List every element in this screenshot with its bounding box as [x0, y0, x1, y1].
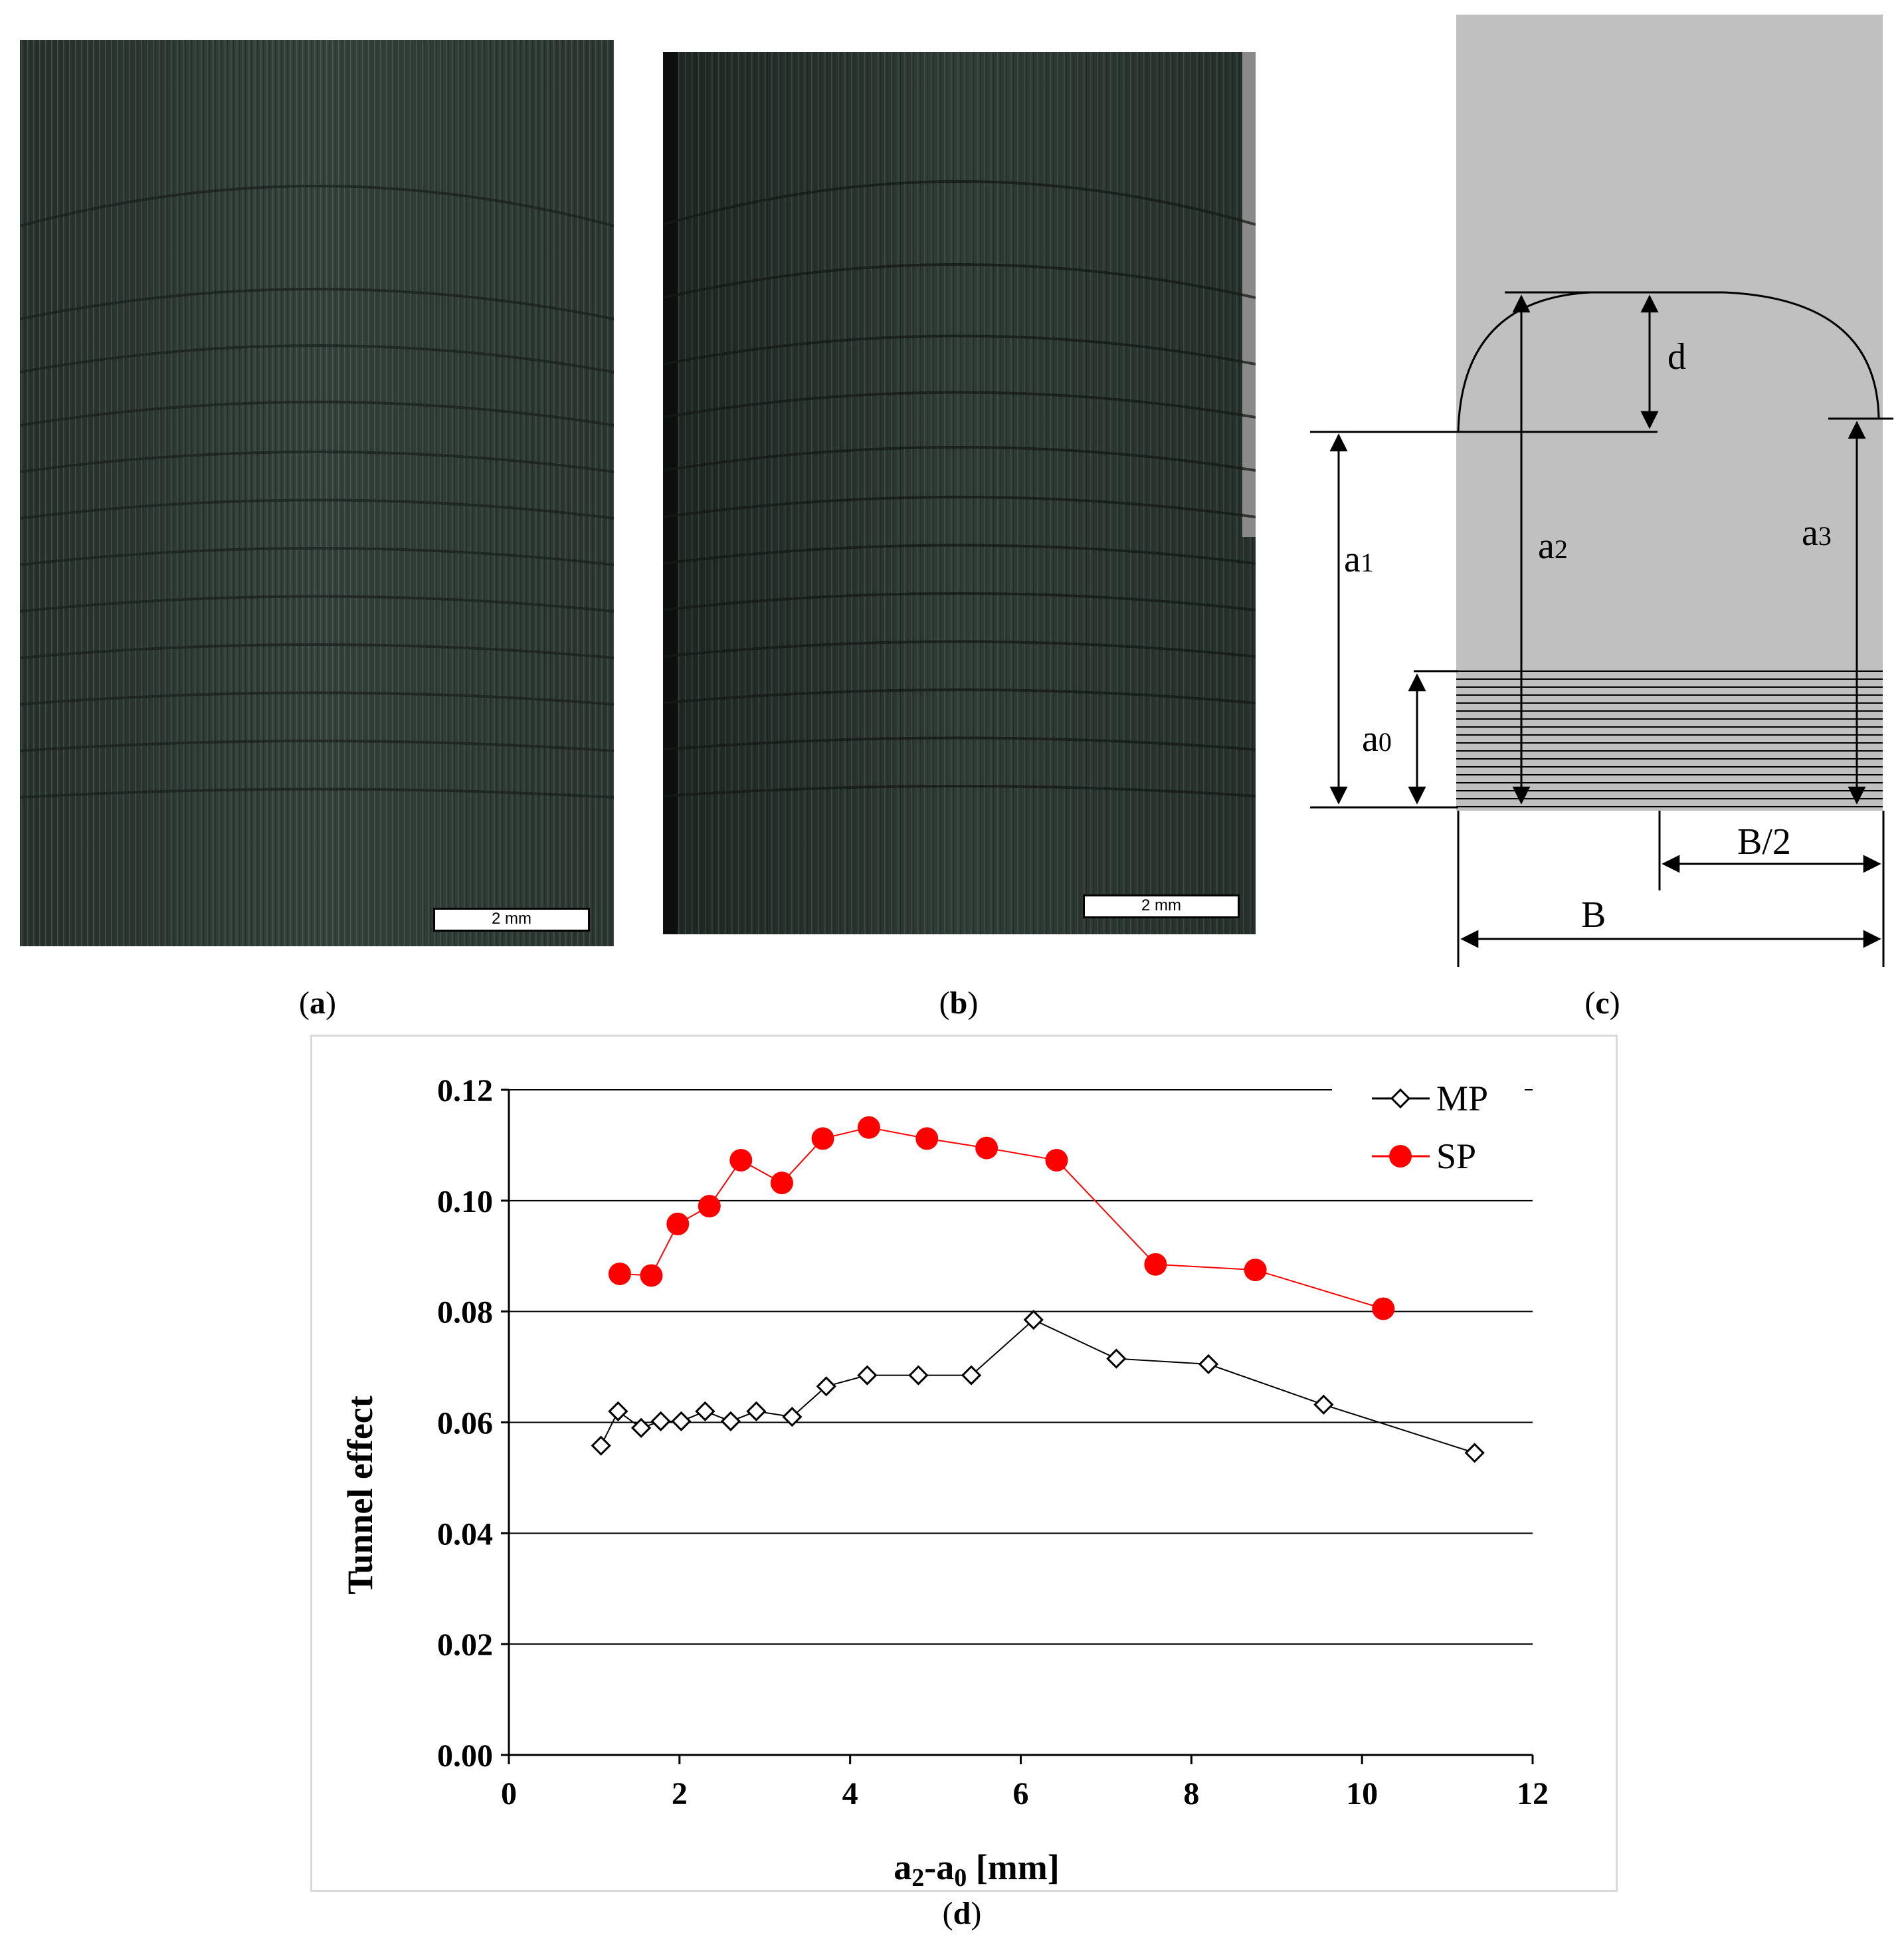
label-a1: a1	[1344, 539, 1374, 580]
micrograph-a-texture	[20, 40, 614, 946]
scale-bar-b: 2 mm	[1083, 894, 1240, 918]
micrograph-b: 2 mm	[663, 52, 1256, 934]
data-point-mp	[961, 1365, 982, 1385]
data-point-mp	[857, 1365, 878, 1385]
data-point-sp	[915, 1127, 939, 1150]
data-point-mp	[720, 1411, 741, 1431]
data-point-mp	[1464, 1443, 1485, 1463]
data-point-mp	[1106, 1348, 1127, 1369]
y-tick-label: 0.08	[437, 1295, 493, 1330]
y-tick-label: 0.06	[437, 1406, 493, 1441]
y-tick-label: 0.10	[437, 1184, 493, 1219]
data-point-mp	[816, 1376, 836, 1397]
label-width: B	[1581, 894, 1606, 936]
data-point-mp	[908, 1365, 929, 1385]
data-point-mp	[1313, 1394, 1334, 1415]
data-point-sp	[811, 1127, 834, 1150]
y-tick-label: 0.04	[437, 1516, 493, 1552]
data-point-sp	[1244, 1259, 1267, 1282]
x-tick-label: 0	[501, 1776, 517, 1811]
data-point-mp	[746, 1401, 767, 1421]
y-tick-label: 0.02	[437, 1627, 493, 1663]
data-point-mp	[591, 1435, 611, 1456]
legend-label-sp: SP	[1436, 1136, 1476, 1176]
data-point-mp	[782, 1407, 803, 1427]
y-tick-label: 0.12	[437, 1073, 493, 1108]
x-tick-label: 10	[1346, 1776, 1378, 1811]
data-point-mp	[1198, 1354, 1219, 1375]
caption-a: (a)	[299, 985, 336, 1021]
data-point-sp	[640, 1264, 663, 1287]
data-point-sp	[608, 1262, 631, 1285]
data-point-sp	[770, 1172, 793, 1195]
data-point-sp	[1144, 1253, 1167, 1276]
dimension-lines	[1310, 291, 1893, 967]
data-point-sp	[1045, 1148, 1068, 1172]
x-tick-label: 12	[1517, 1776, 1549, 1811]
scale-bar-a: 2 mm	[433, 908, 590, 932]
y-axis-label: Tunnel effect	[340, 1395, 380, 1594]
caption-c: (c)	[1584, 985, 1620, 1021]
x-tick-label: 4	[842, 1776, 858, 1811]
label-a3: a3	[1802, 512, 1832, 554]
data-point-sp	[729, 1148, 753, 1172]
specimen-body	[1456, 15, 1883, 811]
micrograph-b-texture	[663, 52, 1256, 934]
y-tick-label: 0.00	[437, 1738, 493, 1774]
chart-panel: 0.00 0.02 0.04 0.06 0.08 0.10 0.12 0 2 4 6 8 10 12 Tu…	[310, 1035, 1618, 1892]
legend-marker-sp	[1389, 1145, 1412, 1168]
chart-legend: MP SP	[1332, 1072, 1525, 1183]
data-point-mp	[608, 1401, 628, 1421]
data-point-mp	[650, 1411, 671, 1431]
x-axis-label: a2-a0 [mm]	[894, 1847, 1059, 1890]
series-line-mp	[600, 1318, 1475, 1454]
label-half-width: B/2	[1737, 821, 1791, 863]
legend-marker-mp	[1390, 1088, 1411, 1109]
caption-d: (d)	[942, 1896, 982, 1931]
data-point-sp	[1372, 1297, 1395, 1320]
data-point-mp	[1023, 1310, 1044, 1330]
crack-front-diagram: d a1 a2 a3 a0 B/2 B	[1310, 15, 1893, 967]
x-tick-label: 6	[1013, 1776, 1029, 1811]
diagram-labels: d a1 a2 a3 a0 B/2 B	[1344, 336, 1832, 936]
tunnel-effect-chart: 0.00 0.02 0.04 0.06 0.08 0.10 0.12 0 2 4 6 8 10 12 Tu…	[340, 1072, 1549, 1892]
data-point-sp	[698, 1195, 721, 1218]
x-tick-label: 8	[1183, 1776, 1199, 1811]
data-point-sp	[666, 1212, 690, 1235]
data-point-mp	[671, 1411, 692, 1431]
legend-label-mp: MP	[1436, 1078, 1488, 1118]
data-point-mp	[630, 1417, 652, 1438]
label-a0: a0	[1362, 718, 1392, 760]
x-tick-label: 2	[672, 1776, 688, 1811]
micrograph-a: 2 mm	[20, 40, 614, 946]
label-d: d	[1667, 336, 1686, 377]
caption-b: (b)	[939, 985, 979, 1021]
label-a2: a2	[1538, 526, 1568, 567]
data-point-sp	[857, 1116, 880, 1139]
data-point-sp	[975, 1136, 999, 1160]
data-point-mp	[695, 1401, 715, 1421]
